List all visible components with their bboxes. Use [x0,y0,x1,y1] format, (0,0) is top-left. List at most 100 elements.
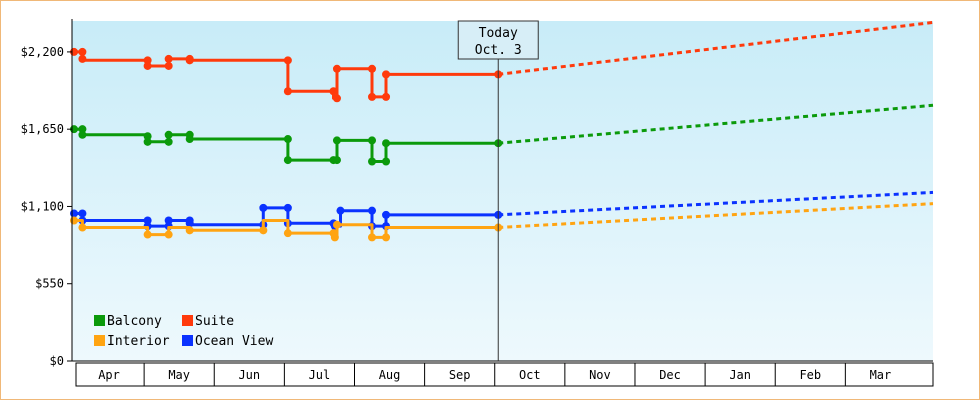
data-point [259,203,268,212]
series-ocean-view [70,190,934,231]
legend-item: Interior [94,334,170,349]
legend: Balcony Suite Interior Ocean View [94,314,273,349]
x-tick-label: Mar [870,368,892,382]
series-balcony [70,103,934,166]
x-tick-label: Aug [379,368,401,382]
legend-label: Ocean View [195,334,273,349]
data-point [143,61,152,70]
data-point [185,219,194,228]
x-tick-label: Sep [449,368,471,382]
data-point [382,139,391,148]
legend-swatch [182,315,193,326]
legend-swatch [94,315,105,326]
data-point [368,206,377,215]
data-point [368,64,377,73]
axes: $0 $550 $1,100 $1,650 $2,200 Apr May Jun Jul Aug S… [21,19,934,387]
data-point [78,54,87,63]
today-box [457,20,539,60]
data-point [382,92,391,101]
data-point [78,209,87,218]
today-date: Oct. 3 [475,43,522,58]
data-point [164,216,173,225]
projection-line [498,103,934,145]
data-point [164,130,173,139]
data-point [332,94,341,103]
data-point [368,233,377,242]
data-point [382,233,391,242]
data-point [143,132,152,141]
legend-label: Interior [107,334,170,349]
x-tick-label: Feb [799,368,821,382]
x-tick-label: Jun [238,368,260,382]
today-marker: Today Oct. 3 [457,20,539,361]
data-point [283,203,292,212]
series-interior [70,202,934,242]
data-point [332,220,341,229]
data-point [164,137,173,146]
data-point [283,135,292,144]
data-point [143,230,152,239]
month-band [75,362,934,387]
data-point [283,87,292,96]
data-point [70,216,78,225]
data-point [185,135,194,144]
data-point [78,125,87,134]
y-tick-label: $0 [50,354,64,368]
data-point [283,56,292,65]
data-point [332,136,341,145]
data-point [330,233,339,242]
data-point [332,64,341,73]
data-point [164,54,173,63]
data-point [78,223,87,232]
data-point [332,156,341,165]
legend-item: Ocean View [182,334,273,349]
legend-item: Balcony [94,314,162,329]
y-tick-label: $2,200 [21,45,64,59]
x-tick-label: Jan [729,368,751,382]
today-label: Today [479,26,518,41]
data-point [368,92,377,101]
data-point [382,210,391,219]
data-point [78,47,87,56]
data-point [143,56,152,65]
data-point [382,157,391,166]
x-tick-label: Dec [659,368,681,382]
x-tick-label: Apr [98,368,120,382]
projection-line [498,202,934,230]
legend-item: Suite [182,314,234,329]
data-point [143,137,152,146]
data-point [336,206,345,215]
legend-swatch [182,335,193,346]
data-point [283,229,292,238]
data-point [164,230,173,239]
data-point [368,157,377,166]
x-tick-label: Oct [519,368,541,382]
x-tick-label: Jul [309,368,331,382]
projection-line [498,190,934,217]
data-point [368,136,377,145]
plot-background [72,21,933,361]
data-point [78,130,87,139]
legend-label: Balcony [107,314,162,329]
x-tick-label: Nov [589,368,611,382]
data-point [259,226,268,235]
data-point [382,70,391,79]
series-layer [70,20,934,242]
projection-line [498,20,934,76]
series-suite [70,20,934,103]
data-point [70,209,78,218]
x-tick-label: May [168,368,190,382]
data-point [143,216,152,225]
y-tick-label: $1,650 [21,122,64,136]
legend-swatch [94,335,105,346]
legend-label: Suite [195,314,234,329]
data-point [185,226,194,235]
data-point [185,56,194,65]
data-point [329,87,338,96]
data-point [164,61,173,70]
y-tick-label: $1,100 [21,199,64,213]
data-point [283,156,292,165]
y-tick-label: $550 [35,277,64,291]
